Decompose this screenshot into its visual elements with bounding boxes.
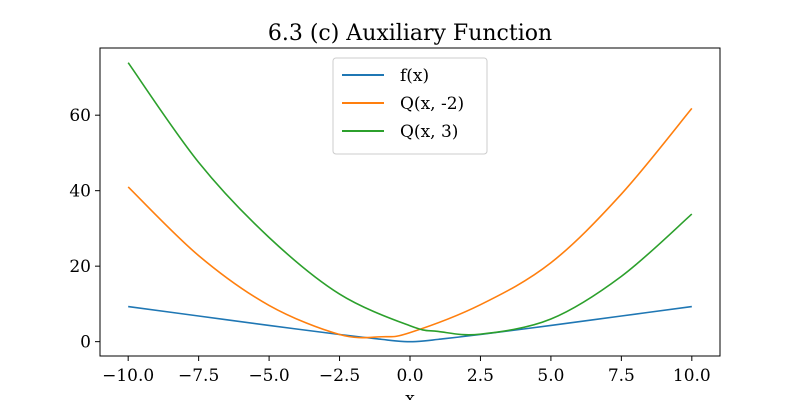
y-tick-label: 40	[69, 182, 91, 202]
x-tick-label: 7.5	[608, 366, 635, 386]
x-axis: −10.0 −7.5 −5.0 −2.5 0.0 2.5 5.0 7.5 10.0	[102, 356, 711, 386]
legend-label-2: Q(x, 3)	[400, 122, 458, 142]
x-tick-label: −10.0	[102, 366, 154, 386]
y-tick-label: 60	[69, 106, 91, 126]
series-layer	[127, 62, 693, 343]
y-tick-label: 20	[69, 257, 91, 277]
series-line-1	[127, 107, 693, 339]
y-tick-label: 0	[80, 333, 91, 353]
y-axis: 0 20 40 60	[69, 106, 100, 353]
legend-label-0: f(x)	[400, 66, 429, 86]
legend-label-1: Q(x, -2)	[400, 94, 464, 114]
x-tick-label: −2.5	[319, 366, 360, 386]
x-tick-label: 0.0	[396, 366, 423, 386]
x-tick-label: 5.0	[537, 366, 564, 386]
x-tick-label: 10.0	[673, 366, 711, 386]
x-tick-label: −5.0	[248, 366, 289, 386]
x-tick-label: −7.5	[178, 366, 219, 386]
x-tick-label: 2.5	[467, 366, 494, 386]
series-line-0	[128, 305, 692, 343]
series-line-2	[127, 62, 693, 336]
chart-title: 6.3 (c) Auxiliary Function	[268, 21, 552, 46]
legend: f(x) Q(x, -2) Q(x, 3)	[332, 57, 488, 155]
x-axis-label: x	[405, 389, 415, 400]
